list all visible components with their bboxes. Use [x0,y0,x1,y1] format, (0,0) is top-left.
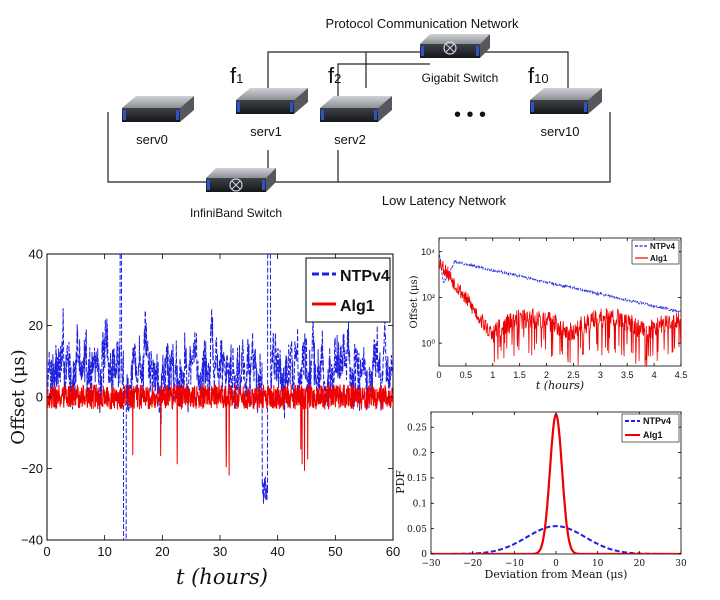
infiniband-switch-label: InfiniBand Switch [190,206,282,220]
series-ntpv4-line [47,254,393,540]
y-axis-label: PDF [394,470,407,494]
x-tick-label: 0 [436,370,441,380]
x-tick-label: 20 [155,544,169,559]
legend-entry-ntpv4: NTPv4 [340,268,390,285]
y-tick-label: 0.05 [407,525,427,535]
x-tick-label: 2 [544,370,549,380]
legend: NTPv4 Alg1 [621,413,680,443]
legend-entry-alg1: Alg1 [650,254,668,263]
y-tick-label: 0.25 [407,423,427,433]
x-tick-label: −10 [505,559,524,569]
legend-entry-ntpv4: NTPv4 [643,416,671,426]
y-tick-label: −20 [21,461,43,476]
x-tick-label: 0 [553,559,559,569]
y-axis-label: Offset (μs) [8,349,29,444]
x-axis-label: t (hours) [176,565,268,589]
offset-time-series-chart: 0 10 20 30 40 50 60 40 20 0 −20 −40 t (hours) Offse… [8,247,400,589]
x-tick-label: 1 [490,370,495,380]
flow-label-f1: f1 [230,63,243,88]
axis-ticks: −30 −20 −10 0 10 20 30 0.25 0.2 0.15 0.1 0.05 0 [407,412,687,569]
x-tick-label: 10 [592,559,604,569]
series-alg1-line [47,383,393,476]
server-ellipsis: • • • [454,104,486,126]
y-tick-label: 0.2 [413,449,427,459]
x-tick-label: −30 [422,559,441,569]
x-tick-label: −20 [463,559,482,569]
server-icon-serv0: serv0 [122,96,194,147]
axis-ticks: 0 10 20 30 40 50 60 40 20 0 −20 −40 [21,247,400,559]
legend: NTPv4 Alg1 [631,239,680,265]
x-tick-label: 20 [634,559,646,569]
series-ntpv4-line [439,250,681,314]
server-label: serv2 [334,132,366,147]
server-label: serv0 [136,132,168,147]
flow-label-f10: f10 [528,63,549,88]
x-tick-label: 3 [598,370,603,380]
x-tick-label: 2.5 [567,370,580,380]
x-tick-label: 50 [328,544,342,559]
y-tick-label: 20 [29,318,43,333]
servers-group: serv0 serv1 serv2 serv10 [122,88,602,147]
server-label: serv10 [540,124,579,139]
y-tick-label: 10² [422,293,435,303]
x-tick-label: 60 [386,544,400,559]
x-tick-label: 3.5 [621,370,634,380]
axis-ticks: 0 0.5 1 1.5 2 2.5 3 3.5 4 4.5 10⁴ 10² 10⁰ [421,238,687,380]
server-icon-serv10: serv10 [530,88,602,139]
x-axis-label: Deviation from Mean (μs) [485,568,628,581]
protocol-network-lines [267,51,569,100]
y-tick-label: −40 [21,533,43,548]
x-tick-label: 10 [97,544,111,559]
gigabit-switch-icon [420,34,490,58]
x-tick-label: 0.5 [460,370,473,380]
server-icon-serv1: serv1 [236,88,308,139]
y-tick-label: 10⁰ [421,338,435,348]
x-tick-label: 4 [652,370,657,380]
legend-entry-alg1: Alg1 [340,298,375,315]
x-tick-label: 4.5 [675,370,688,380]
x-tick-label: 40 [270,544,284,559]
x-tick-label: 0 [43,544,50,559]
protocol-network-label: Protocol Communication Network [326,16,519,31]
y-tick-label: 0.15 [407,474,427,484]
server-icon-serv2: serv2 [320,96,392,147]
y-tick-label: 0 [36,390,43,405]
legend: NTPv4 Alg1 [305,257,391,323]
low-latency-network-label: Low Latency Network [382,193,507,208]
server-label: serv1 [250,124,282,139]
x-tick-label: 1.5 [513,370,526,380]
x-tick-label: 30 [675,559,687,569]
x-tick-label: 30 [213,544,227,559]
x-axis-label: t (hours) [536,379,584,392]
flow-label-f2: f2 [328,63,341,88]
y-axis-label: Offset (μs) [409,275,420,328]
legend-entry-ntpv4: NTPv4 [650,242,675,251]
y-tick-label: 10⁴ [421,247,435,257]
series-alg1-line [439,258,681,366]
network-diagram: Protocol Communication Network Low Laten… [107,16,611,220]
y-tick-label: 40 [29,247,43,262]
legend-entry-alg1: Alg1 [643,430,663,440]
pdf-deviation-chart: −30 −20 −10 0 10 20 30 0.25 0.2 0.15 0.1 0.05 0 Devi… [394,411,687,581]
y-tick-label: 0 [421,550,427,560]
infiniband-switch-icon [206,168,276,192]
low-latency-network-lines [107,112,611,183]
gigabit-switch-label: Gigabit Switch [422,71,499,85]
y-tick-label: 0.1 [413,499,427,509]
